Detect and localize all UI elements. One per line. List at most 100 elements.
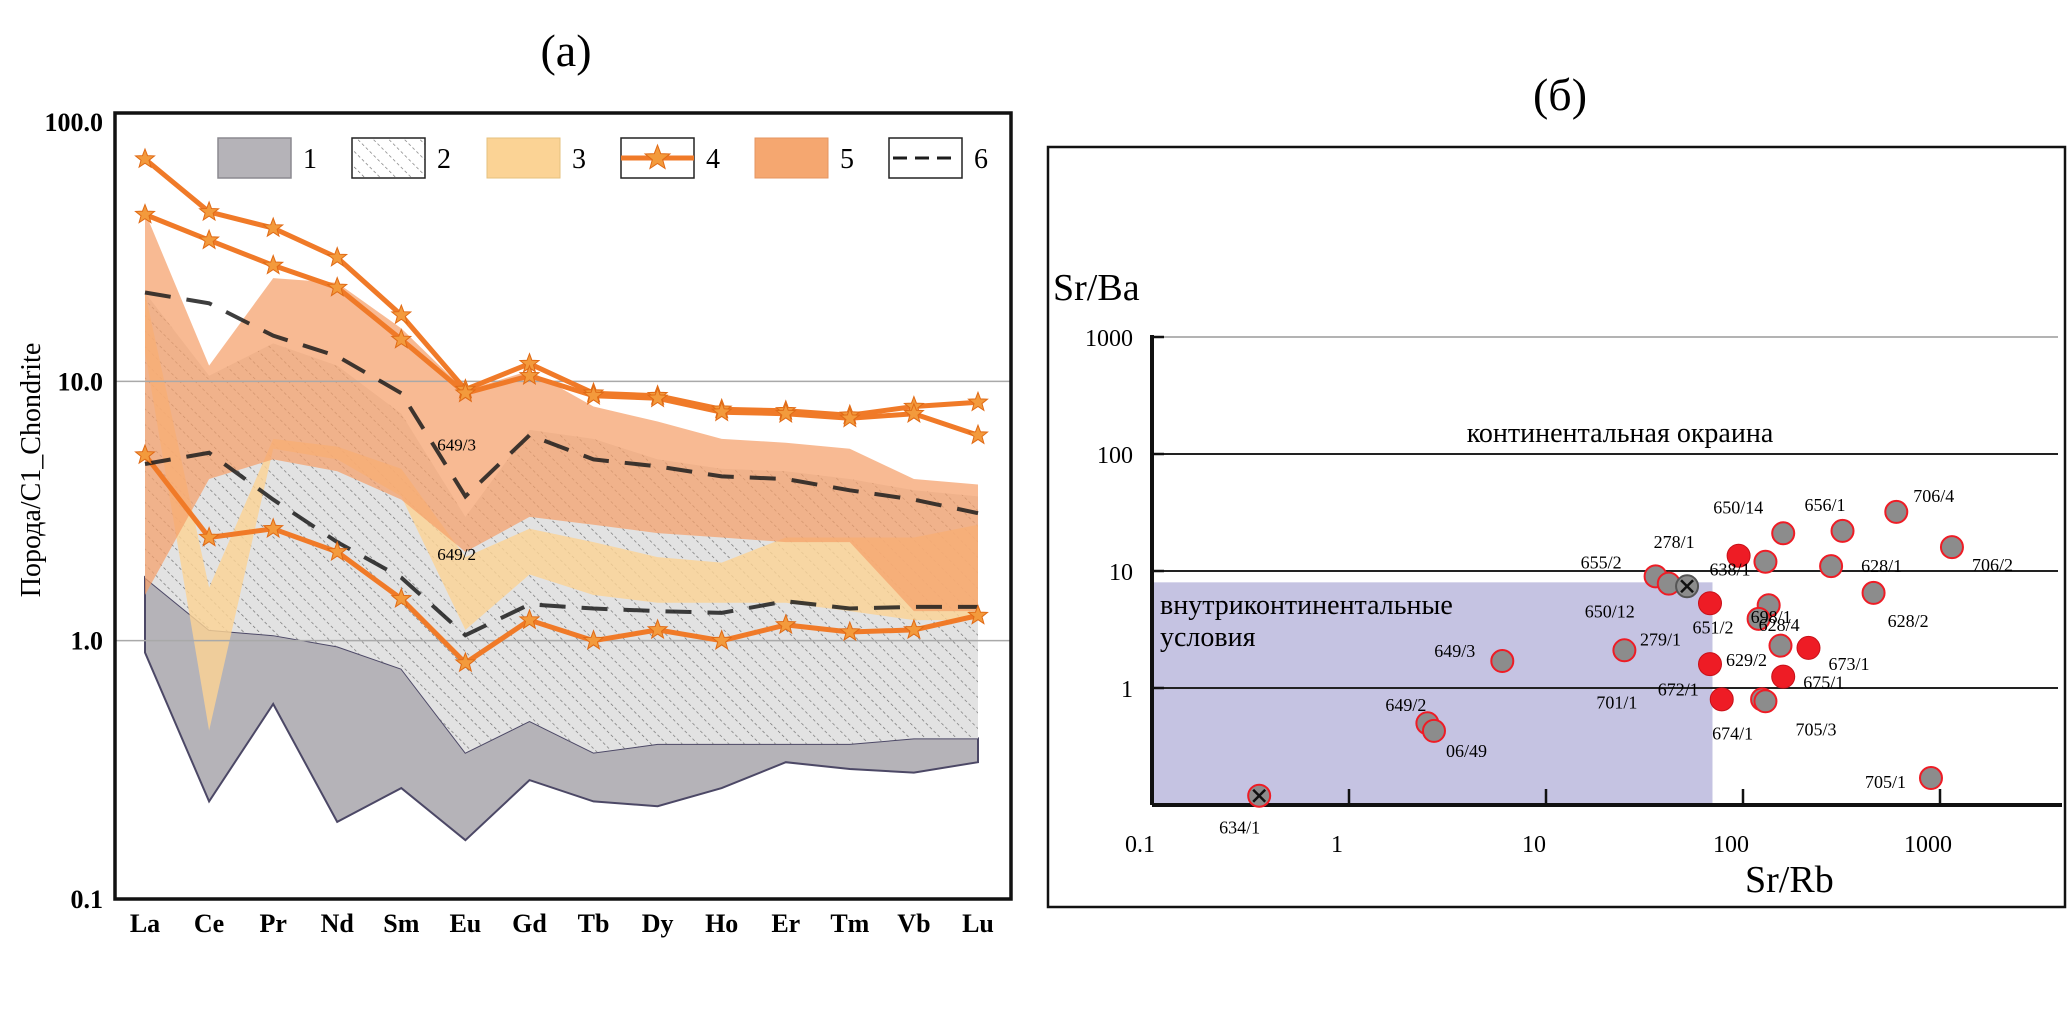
annotation-label: 649/2 xyxy=(437,545,476,564)
point-label: 06/49 xyxy=(1446,741,1487,761)
x-tick-label: Er xyxy=(771,909,800,938)
point-label: 650/12 xyxy=(1585,602,1635,622)
gray-point xyxy=(1490,649,1515,674)
point-label: 629/2 xyxy=(1726,650,1767,670)
x-tick-label: Ho xyxy=(705,909,738,938)
panel-a: (a) La Ce Pr Nd Sm Eu Gd Tb Dy Ho Er Tm Vb Lu100.010.… xyxy=(16,25,1013,938)
star-line-series-0 xyxy=(143,157,979,418)
region-inner-continental xyxy=(1152,582,1713,805)
x-tick-label: 1000 xyxy=(1904,832,1952,858)
star-marker xyxy=(582,629,605,650)
gray-point xyxy=(1830,518,1855,543)
point-label: 649/2 xyxy=(1385,695,1426,715)
dashed-line-series-4 xyxy=(144,450,978,638)
star-marker xyxy=(326,276,349,297)
region-label-continental-margin: континентальная окраина xyxy=(1467,418,1774,449)
point-label: 675/1 xyxy=(1803,673,1844,693)
x-tick-label: Dy xyxy=(642,909,674,938)
y-axis-title: Sr/Ba xyxy=(1053,267,1140,309)
star-marker xyxy=(390,303,413,325)
gray-point xyxy=(1753,689,1778,714)
dashed-line-series-3 xyxy=(144,290,979,516)
y-tick-label: 0.1 xyxy=(71,885,104,914)
panel-a-caption: (a) xyxy=(540,25,591,76)
point-label: 656/1 xyxy=(1805,495,1846,515)
gray-point xyxy=(1421,718,1446,743)
point-label: 649/3 xyxy=(1434,641,1475,661)
gray-point xyxy=(1861,580,1886,605)
star-marker xyxy=(838,406,861,428)
cross-mark xyxy=(1252,788,1267,803)
star-line-series-1 xyxy=(144,212,979,438)
point-label: 698/1 xyxy=(1751,607,1792,627)
star-marker xyxy=(967,390,989,412)
gray-point xyxy=(1612,638,1637,663)
point-label: 628/2 xyxy=(1888,611,1929,631)
star-marker xyxy=(710,629,733,650)
red-point xyxy=(1771,664,1796,689)
x-tick-label: Nd xyxy=(321,909,355,938)
legend-swatch-3 xyxy=(486,137,561,179)
y-tick-label: 1 xyxy=(1121,677,1133,703)
gray-point xyxy=(1939,535,1964,560)
star-marker xyxy=(774,613,797,635)
point-label: 706/4 xyxy=(1913,486,1954,506)
gray-point xyxy=(1884,499,1909,524)
legend-swatch-2 xyxy=(351,137,426,179)
legend: 1 2 3 4 5 6 xyxy=(217,137,988,179)
star-marker xyxy=(198,526,220,547)
star-marker xyxy=(518,364,541,386)
region-label-inner-line1: внутриконтинентальные xyxy=(1160,590,1453,621)
legend-swatch-1 xyxy=(217,137,292,179)
red-point xyxy=(1726,543,1751,568)
point-label: 673/1 xyxy=(1828,654,1869,674)
x-tick-label: Lu xyxy=(962,909,994,938)
star-marker xyxy=(646,386,669,408)
star-marker xyxy=(390,328,413,349)
star-marker xyxy=(134,203,156,224)
x-tick-label: 100 xyxy=(1713,832,1749,858)
panel-b-caption: (б) xyxy=(1533,69,1587,120)
point-label: 674/1 xyxy=(1712,723,1753,743)
y-tick-label: 10.0 xyxy=(58,367,104,396)
point-label: 705/3 xyxy=(1795,719,1836,739)
star-marker xyxy=(838,620,861,642)
x-tick-label: Tm xyxy=(830,909,869,938)
star-marker xyxy=(134,443,156,465)
point-label: 650/14 xyxy=(1713,497,1763,517)
legend-swatch-4-star xyxy=(643,143,672,170)
x-tick-label: 0.1 xyxy=(1125,832,1155,858)
x-tick-label: Tb xyxy=(578,909,610,938)
y-tick-label: 10 xyxy=(1109,560,1133,586)
legend-label-5: 5 xyxy=(840,144,854,175)
point-label: 638/1 xyxy=(1709,560,1750,580)
point-label: 634/1 xyxy=(1219,818,1260,838)
star-marker xyxy=(198,200,220,222)
star-marker xyxy=(710,400,733,422)
x-tick-label: 1 xyxy=(1331,832,1343,858)
x-tick-label: Vb xyxy=(897,909,930,938)
y-tick-label: 100.0 xyxy=(45,108,104,137)
legend-label-6: 6 xyxy=(974,144,988,175)
star-marker xyxy=(454,651,477,673)
legend-label-3: 3 xyxy=(572,144,586,175)
point-label: 628/1 xyxy=(1861,556,1902,576)
legend-swatch-5 xyxy=(754,137,829,179)
panel-a-plot-frame xyxy=(113,111,1013,901)
y-tick-label: 1000 xyxy=(1085,326,1133,352)
star-marker xyxy=(967,423,989,445)
star-line-series-2 xyxy=(143,453,979,666)
star-marker xyxy=(903,618,925,640)
point-label: 278/1 xyxy=(1654,532,1695,552)
star-marker xyxy=(262,253,285,275)
star-marker xyxy=(967,604,989,625)
point-label: 701/1 xyxy=(1596,692,1637,712)
star-marker xyxy=(774,402,797,423)
point-label: 672/1 xyxy=(1658,679,1699,699)
red-point xyxy=(1698,591,1723,616)
point-label: 706/2 xyxy=(1972,555,2013,575)
star-marker xyxy=(903,402,925,423)
x-tick-label: Pr xyxy=(259,909,286,938)
